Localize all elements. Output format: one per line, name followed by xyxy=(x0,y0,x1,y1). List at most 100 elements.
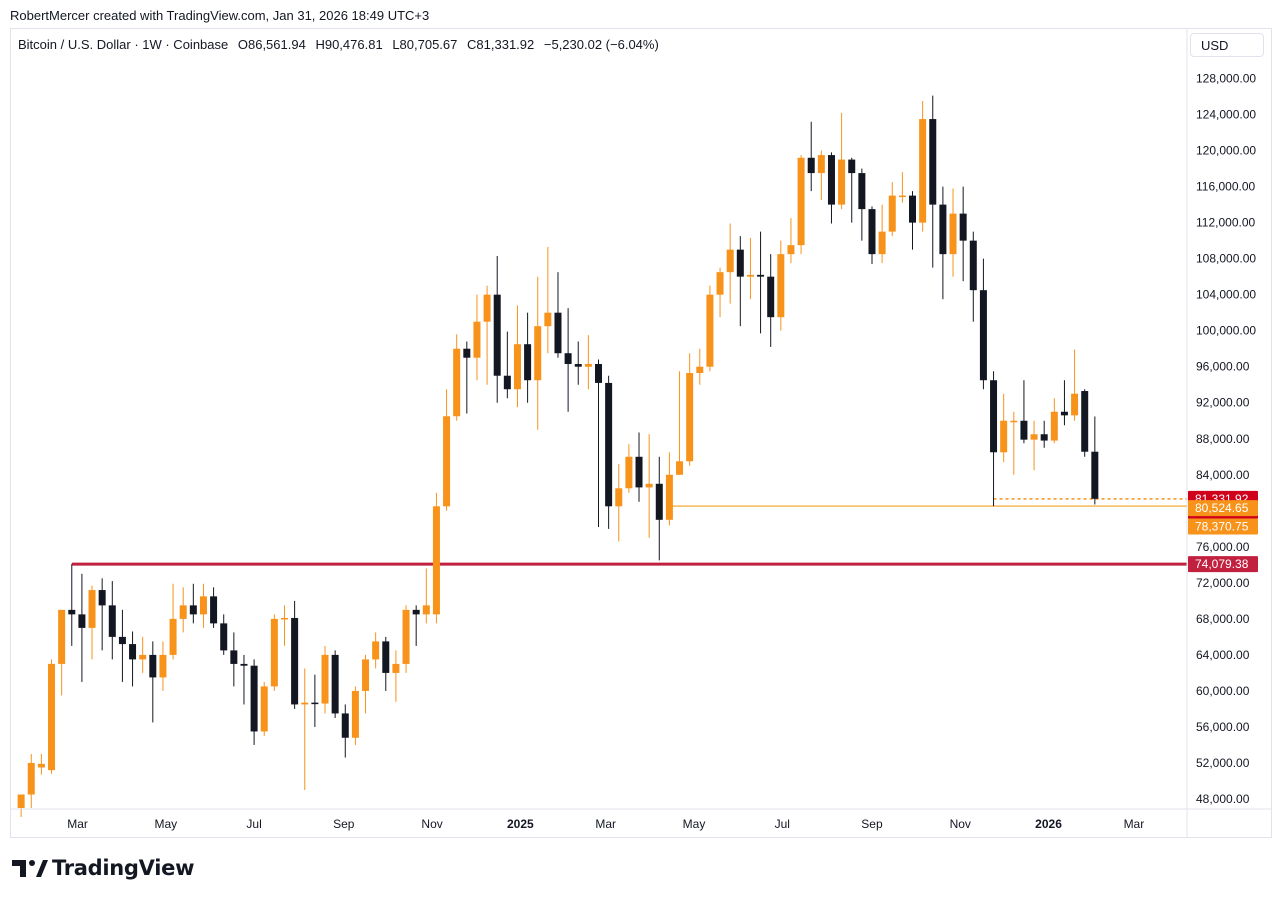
currency-button[interactable]: USD xyxy=(1190,33,1264,57)
candle-body xyxy=(919,119,927,223)
candle-body xyxy=(665,474,673,520)
candle xyxy=(220,614,228,655)
candle-body xyxy=(979,290,987,381)
candle xyxy=(777,240,785,331)
candle-body xyxy=(767,276,775,318)
candle xyxy=(513,305,521,408)
y-tick-label: 112,000.00 xyxy=(1196,216,1255,230)
candle xyxy=(230,632,238,687)
candle xyxy=(382,636,390,691)
x-tick-label: Sep xyxy=(333,817,355,831)
candle-body xyxy=(645,483,653,488)
candle-body xyxy=(37,763,45,768)
candle-body xyxy=(848,159,856,174)
candle xyxy=(827,152,835,224)
candle xyxy=(68,564,76,646)
candle-body xyxy=(676,461,684,475)
candle-body xyxy=(68,609,76,615)
candle xyxy=(189,583,197,624)
candle xyxy=(868,206,876,265)
candle-body xyxy=(1050,411,1058,441)
candle-body xyxy=(280,617,288,620)
candle-body xyxy=(453,348,461,417)
candle-body xyxy=(777,254,785,318)
candle-body xyxy=(929,119,937,205)
symbol-name[interactable]: Bitcoin / U.S. Dollar · 1W · Coinbase xyxy=(18,37,229,52)
support-tag-bg xyxy=(1188,556,1258,573)
y-tick-label: 128,000.00 xyxy=(1196,72,1256,86)
symbol-legend: Bitcoin / U.S. Dollar · 1W · Coinbase O8… xyxy=(18,37,665,52)
candle-body xyxy=(797,157,805,246)
candle-body xyxy=(655,483,663,520)
level-tag-2: 78,370.75 xyxy=(1188,518,1258,535)
candle xyxy=(453,334,461,421)
candle-body xyxy=(189,605,197,615)
candle-body xyxy=(757,274,765,277)
candle xyxy=(1081,389,1089,457)
candle xyxy=(351,686,359,745)
level-tag-1-bg xyxy=(1188,500,1258,517)
candle-body xyxy=(1000,420,1008,453)
x-tick-label: 2026 xyxy=(1035,817,1062,831)
chart-frame[interactable] xyxy=(10,28,1272,838)
candle-body xyxy=(443,416,451,507)
candle-body xyxy=(544,312,552,327)
candle xyxy=(108,581,116,660)
candle-body xyxy=(341,713,349,738)
candle-body xyxy=(402,609,410,664)
candle xyxy=(645,434,653,538)
candle-body xyxy=(898,195,906,198)
candle xyxy=(250,659,258,745)
candle xyxy=(848,157,856,223)
candle xyxy=(493,255,501,403)
candle xyxy=(990,371,998,507)
candle-body xyxy=(878,231,886,255)
candle xyxy=(787,218,795,264)
y-tick-label: 124,000.00 xyxy=(1196,108,1256,122)
candle xyxy=(1071,349,1079,421)
candle-body xyxy=(909,195,917,223)
candle-body xyxy=(969,240,977,291)
candle xyxy=(402,605,410,673)
brand-name: TradingView xyxy=(52,856,195,880)
candle-body xyxy=(179,605,187,619)
candle-body xyxy=(625,456,633,489)
y-tick-label: 68,000.00 xyxy=(1196,612,1250,626)
candle xyxy=(331,650,339,718)
candle xyxy=(17,794,25,818)
level-tag-1: 80,524.65 xyxy=(1188,500,1258,517)
candle-body xyxy=(321,654,329,704)
candle-body xyxy=(868,209,876,255)
candle-body xyxy=(888,195,896,232)
candle-body xyxy=(27,762,35,795)
candle-body xyxy=(686,373,694,462)
candles xyxy=(17,95,1099,818)
tradingview-brand[interactable]: TradingView xyxy=(12,856,194,880)
candle-body xyxy=(1020,420,1028,440)
candle xyxy=(635,432,643,502)
candle xyxy=(716,267,724,318)
candle-body xyxy=(787,245,795,255)
candle-body xyxy=(706,294,714,367)
candle xyxy=(929,95,937,268)
candle-body xyxy=(210,596,218,624)
candle xyxy=(503,331,511,399)
candle xyxy=(979,258,987,390)
candle xyxy=(58,609,66,696)
candle xyxy=(98,578,106,651)
candle-body xyxy=(736,249,744,277)
y-tick-label: 84,000.00 xyxy=(1196,468,1250,482)
candle xyxy=(432,492,440,624)
candle xyxy=(260,681,268,736)
candle-body xyxy=(78,614,86,628)
support-tag-label: 74,079.38 xyxy=(1195,557,1249,571)
level-tag-1-label: 80,524.65 xyxy=(1195,501,1249,515)
candle xyxy=(1030,420,1038,471)
candle xyxy=(939,186,947,300)
candle-body xyxy=(311,702,319,705)
candle xyxy=(169,583,177,660)
candle-body xyxy=(331,654,339,714)
candle xyxy=(443,389,451,511)
level-tag-2-label: 78,370.75 xyxy=(1195,519,1249,533)
